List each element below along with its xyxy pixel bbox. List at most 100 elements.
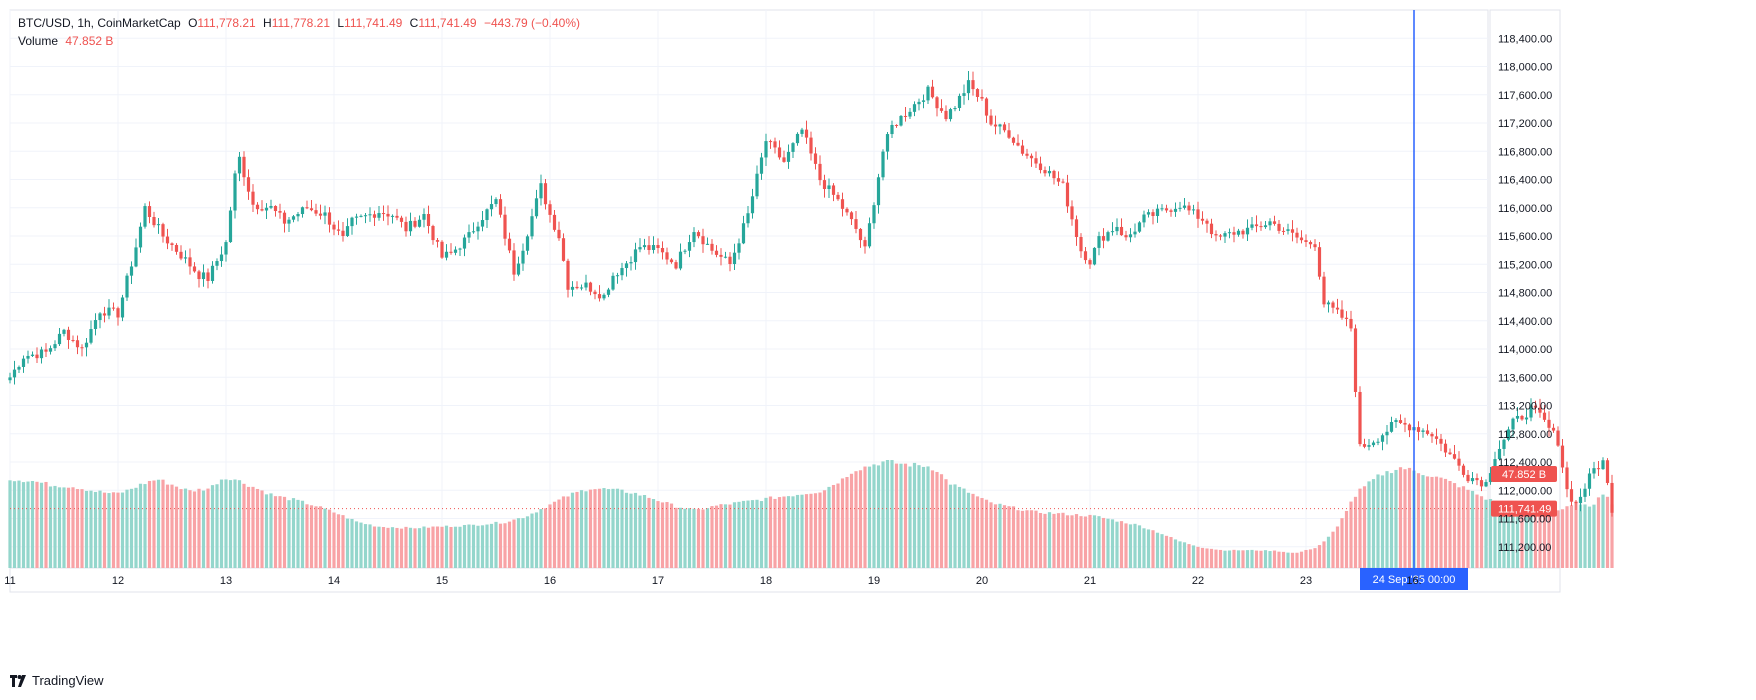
volume-bar xyxy=(242,483,246,568)
volume-bar xyxy=(1245,550,1250,568)
time-axis[interactable]: 11 12 13 14 15 16 17 18 19 20 21 22 23 16: xyxy=(4,575,1421,587)
candle-body xyxy=(795,133,800,144)
volume-bar xyxy=(1263,550,1268,568)
volume-bar xyxy=(246,486,251,568)
volume-bar xyxy=(1137,525,1142,568)
candle-body xyxy=(809,137,813,154)
candle-body xyxy=(408,220,413,232)
volume-bar xyxy=(719,504,723,568)
candle-body xyxy=(8,377,12,381)
tradingview-brand[interactable]: TradingView xyxy=(10,673,104,688)
last-price-tag xyxy=(1491,500,1557,517)
volume-bar xyxy=(813,493,818,568)
candle-body xyxy=(84,342,89,348)
volume-bar xyxy=(741,500,746,568)
volume-bar xyxy=(143,484,147,568)
volume-bar xyxy=(260,490,264,568)
volume-bar xyxy=(696,508,701,568)
candle-body xyxy=(287,219,291,224)
candle-body xyxy=(1160,208,1164,210)
volume-bar xyxy=(210,485,215,568)
candle-body xyxy=(399,217,404,222)
candle-body xyxy=(386,213,390,217)
candle-body xyxy=(953,107,957,110)
volume-bar xyxy=(872,464,876,568)
volume-bar xyxy=(201,490,206,568)
volume-bar xyxy=(1025,510,1029,568)
volume-bar xyxy=(552,501,557,568)
volume-bars xyxy=(8,460,1614,568)
candle-body xyxy=(1115,226,1119,232)
candle-body xyxy=(1578,496,1583,504)
candle-body xyxy=(129,266,134,276)
volume-label[interactable]: Volume xyxy=(18,34,59,48)
volume-bar xyxy=(291,498,296,568)
volume-bar xyxy=(1416,473,1421,568)
candle-body xyxy=(786,151,791,162)
volume-bar xyxy=(318,506,323,568)
candle-body xyxy=(300,207,305,215)
candle-body xyxy=(692,232,696,243)
candle-body xyxy=(332,224,336,230)
volume-bar xyxy=(863,466,867,568)
volume-bar xyxy=(1349,501,1353,568)
volume-bar xyxy=(1178,541,1182,568)
volume-bar xyxy=(345,518,350,568)
volume-bar xyxy=(660,502,665,568)
volume-bar xyxy=(1371,479,1376,568)
volume-bar xyxy=(827,486,831,568)
candle-body xyxy=(1335,307,1340,310)
volume-bar xyxy=(1191,545,1196,568)
volume-bar xyxy=(746,500,750,568)
volume-bar xyxy=(1232,549,1236,568)
candle-body xyxy=(1200,218,1205,221)
price-tick-label: 112,400.00 xyxy=(1498,457,1552,469)
candle-body xyxy=(633,249,638,263)
volume-bar xyxy=(1538,508,1542,568)
time-tick-label: 15 xyxy=(436,575,448,587)
candle-body xyxy=(867,223,872,247)
candle-body xyxy=(575,286,579,289)
volume-bar xyxy=(422,526,426,568)
candle-body xyxy=(458,248,462,250)
candle-body xyxy=(975,89,980,97)
price-axis[interactable]: 111,200.00 111,600.00 112,000.00 112,400.00… xyxy=(1498,33,1552,554)
volume-bar xyxy=(1272,550,1277,568)
candle-body xyxy=(116,308,120,318)
volume-bar xyxy=(926,466,930,568)
volume-bar xyxy=(89,490,93,568)
candle-body xyxy=(210,265,215,281)
volume-bar xyxy=(1430,476,1434,568)
candle-body xyxy=(1371,442,1376,446)
symbol-title[interactable]: BTC/USD, 1h, CoinMarketCap xyxy=(18,16,181,30)
candle-body xyxy=(75,340,80,348)
volume-bar xyxy=(993,504,998,568)
volume-bar xyxy=(1574,503,1578,568)
volume-bar xyxy=(80,489,84,568)
candle-body xyxy=(57,333,62,345)
candle-body xyxy=(1155,208,1160,216)
candle-body xyxy=(1133,231,1137,235)
price-tick-label: 111,600.00 xyxy=(1498,514,1551,526)
volume-bar xyxy=(1079,516,1083,568)
volume-bar xyxy=(782,496,786,568)
candle-body xyxy=(723,256,728,258)
candle-body xyxy=(885,134,890,152)
volume-bar xyxy=(390,527,395,568)
volume-bar xyxy=(498,523,503,568)
candle-body xyxy=(224,242,228,255)
volume-bar xyxy=(1133,523,1137,568)
candle-body xyxy=(48,348,53,352)
volume-bar xyxy=(471,524,476,568)
volume-bar xyxy=(651,499,656,568)
volume-bar xyxy=(435,526,440,568)
candle-body xyxy=(791,143,795,152)
volume-bar xyxy=(1475,494,1479,568)
volume-bar xyxy=(1542,508,1547,568)
volume-bar xyxy=(278,496,282,568)
volume-bar xyxy=(440,526,444,568)
volume-bar xyxy=(1335,526,1340,568)
candle-body xyxy=(417,219,422,227)
volume-bar xyxy=(512,519,516,568)
